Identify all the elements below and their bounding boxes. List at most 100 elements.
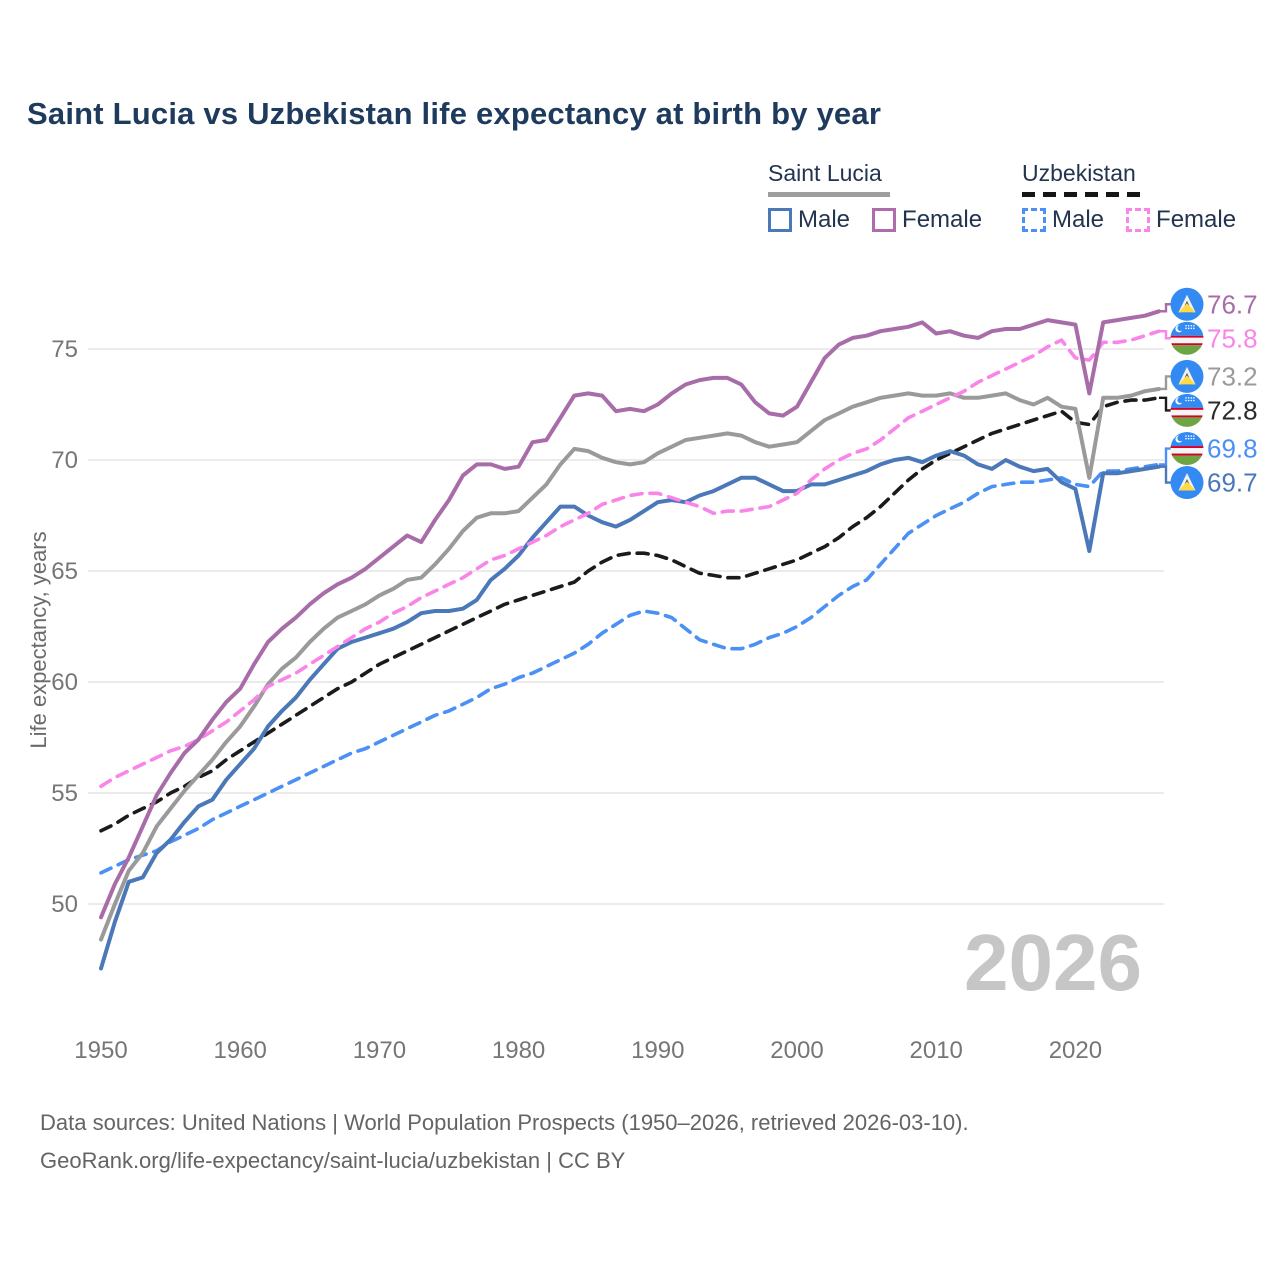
end-label-connector-uz-female: [1158, 330, 1171, 340]
x-tick-label: 1970: [353, 1037, 406, 1064]
flag-star: [1185, 435, 1187, 437]
flag-star: [1187, 397, 1190, 399]
footer-data-sources: Data sources: United Nations | World Pop…: [40, 1110, 969, 1135]
watermark-year: 2026: [964, 918, 1142, 1007]
x-tick-label: 1960: [214, 1037, 267, 1064]
series-line-uz-female: [99, 329, 1161, 789]
flag-band-red: [1170, 415, 1204, 418]
end-value-label-uz-female: 75.8: [1207, 323, 1258, 353]
legend-underline-uzbekistan: [1022, 192, 1148, 197]
saint-lucia-flag-icon: [1170, 466, 1204, 500]
series-line-uz-male: [99, 462, 1161, 875]
flag-band-red: [1170, 407, 1204, 410]
x-tick-label: 2020: [1049, 1037, 1102, 1064]
end-label-connector-sl-female: [1158, 303, 1171, 313]
flag-band-red: [1170, 343, 1204, 346]
flag-band-green: [1170, 345, 1204, 355]
legend-item-uzbekistan-female[interactable]: Female: [1156, 206, 1237, 233]
flag-crescent-cut: [1177, 324, 1184, 331]
end-value-label-sl-female: 76.7: [1207, 289, 1258, 319]
flag-star: [1187, 435, 1190, 437]
legend-swatch-uzbekistan-female[interactable]: [1126, 208, 1151, 232]
flag-star: [1193, 324, 1195, 327]
flag-band-green: [1170, 417, 1204, 427]
flag-triangle-yellow: [1178, 303, 1196, 313]
flag-bands: [1170, 321, 1204, 355]
legend-item-saint-lucia-female[interactable]: Female: [902, 206, 983, 233]
flag-star: [1190, 327, 1192, 330]
flag-star: [1187, 437, 1190, 440]
flag-band-white: [1170, 448, 1204, 454]
footer: Data sources: United Nations | World Pop…: [40, 1104, 969, 1180]
y-tick-label: 50: [51, 891, 78, 918]
x-tick-label: 2010: [910, 1037, 963, 1064]
x-tick-label: 1950: [74, 1037, 127, 1064]
y-tick-label: 75: [51, 336, 78, 363]
flag-star: [1187, 399, 1190, 402]
footer-url: GeoRank.org/life-expectancy/saint-lucia/…: [40, 1148, 626, 1173]
flag-star: [1190, 435, 1192, 437]
legend-underline-saint-lucia: [768, 192, 890, 197]
flag-star: [1185, 327, 1187, 330]
flag-triangle-yellow: [1178, 481, 1196, 491]
flag-star: [1185, 437, 1187, 440]
flag-band-red: [1170, 335, 1204, 338]
legend-swatch-uzbekistan-male[interactable]: [1022, 208, 1046, 232]
flag-star: [1190, 399, 1192, 402]
x-tick-label: 2000: [770, 1037, 823, 1064]
x-tick-label: 1980: [492, 1037, 545, 1064]
flag-crescent-cut: [1177, 397, 1184, 404]
legend-header-uzbekistan[interactable]: Uzbekistan: [1022, 160, 1136, 186]
flag-star: [1193, 437, 1195, 440]
y-tick-label: 60: [51, 669, 78, 696]
flag-star: [1187, 327, 1190, 330]
flag-star: [1193, 397, 1195, 399]
flag-band-blue: [1170, 321, 1204, 336]
flag-star: [1193, 327, 1195, 330]
flag-bands: [1170, 393, 1204, 427]
flag-star: [1193, 435, 1195, 437]
saint-lucia-flag-icon: [1170, 287, 1204, 321]
legend-item-saint-lucia-male[interactable]: Male: [798, 206, 851, 233]
flag-band-green: [1170, 455, 1204, 466]
series-line-uz-both: [99, 395, 1161, 833]
end-label-connector-sl-both: [1158, 375, 1171, 391]
y-tick-label: 55: [51, 780, 78, 807]
end-value-label-uz-both: 72.8: [1207, 395, 1258, 425]
flag-star: [1190, 437, 1192, 440]
y-axis-title: Life expectancy, years: [26, 531, 51, 748]
uzbekistan-flag-icon: [1170, 393, 1204, 427]
flag-star: [1187, 324, 1190, 327]
legend-swatch-saint-lucia-female[interactable]: [872, 208, 897, 232]
flag-band-blue: [1170, 393, 1204, 408]
flag-crescent-cut: [1177, 435, 1184, 442]
flag-bands: [1170, 432, 1204, 466]
flag-band-red: [1170, 453, 1204, 456]
legend-header-saint-lucia[interactable]: Saint Lucia: [768, 160, 882, 186]
end-label-connector-sl-male: [1158, 465, 1171, 484]
flag-star: [1190, 397, 1192, 399]
flag-band-white: [1170, 337, 1204, 344]
flag-triangle-yellow: [1178, 375, 1196, 385]
legend-swatch-saint-lucia-male[interactable]: [768, 208, 792, 232]
end-value-label-uz-male: 69.8: [1207, 434, 1258, 464]
y-tick-label: 65: [51, 558, 78, 585]
y-tick-label: 70: [51, 447, 78, 474]
flag-star: [1193, 399, 1195, 402]
flag-star: [1185, 397, 1187, 399]
series-line-sl-female: [99, 309, 1161, 920]
x-tick-label: 1990: [631, 1037, 684, 1064]
flag-band-white: [1170, 409, 1204, 416]
page-title: Saint Lucia vs Uzbekistan life expectanc…: [27, 96, 882, 131]
flag-star: [1185, 324, 1187, 327]
legend-group-saint-lucia: Saint Lucia Male Female: [768, 160, 1004, 234]
series-line-sl-male: [99, 449, 1161, 971]
saint-lucia-flag-icon: [1170, 359, 1204, 393]
uzbekistan-flag-icon: [1170, 321, 1204, 355]
plot-area[interactable]: [88, 280, 1164, 980]
flag-star: [1190, 324, 1192, 327]
legend-group-uzbekistan: Uzbekistan Male Female: [1022, 160, 1258, 234]
legend-item-uzbekistan-male[interactable]: Male: [1052, 206, 1105, 233]
